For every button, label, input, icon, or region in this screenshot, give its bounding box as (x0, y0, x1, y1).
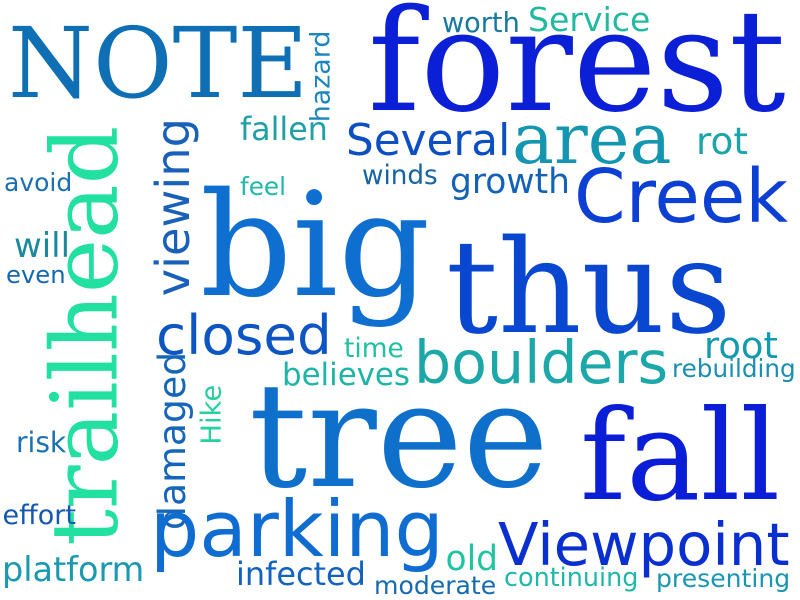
word-presenting: presenting (656, 563, 791, 593)
word-feel: feel (240, 171, 286, 201)
word-will: will (14, 226, 71, 266)
word-platform: platform (2, 550, 145, 589)
word-infected: infected (236, 555, 366, 593)
word-worth: worth (442, 7, 520, 39)
word-root: root (704, 323, 778, 367)
word-parking: parking (150, 485, 444, 575)
word-avoid: avoid (4, 167, 73, 197)
word-area: area (512, 97, 672, 180)
word-viewpoint: Viewpoint (498, 509, 790, 579)
word-growth: growth (450, 162, 570, 202)
word-old: old (445, 539, 499, 579)
word-winds: winds (362, 161, 438, 191)
word-thus: thus (446, 212, 732, 363)
word-hazard: hazard (305, 30, 337, 122)
word-fall: fall (580, 383, 781, 529)
word-note: NOTE (8, 6, 309, 120)
word-big: big (200, 161, 431, 329)
word-service: Service (528, 0, 651, 39)
word-creek: Creek (574, 154, 789, 240)
word-forest: forest (368, 0, 786, 144)
word-several: Several (346, 115, 511, 166)
word-risk: risk (16, 426, 67, 459)
word-rot: rot (696, 118, 748, 163)
word-fallen: fallen (240, 112, 328, 148)
word-effort: effort (2, 499, 76, 531)
word-time: time (344, 333, 404, 364)
word-continuing: continuing (504, 562, 639, 593)
word-rebuilding: rebuilding (672, 353, 796, 383)
word-viewing: viewing (145, 118, 200, 297)
word-boulders: boulders (414, 328, 669, 397)
word-moderate: moderate (374, 570, 497, 600)
word-closed: closed (156, 302, 332, 367)
word-tree: tree (249, 351, 549, 521)
word-hike: Hike (196, 384, 228, 445)
word-even: even (6, 260, 66, 289)
word-believes: believes (282, 356, 410, 393)
